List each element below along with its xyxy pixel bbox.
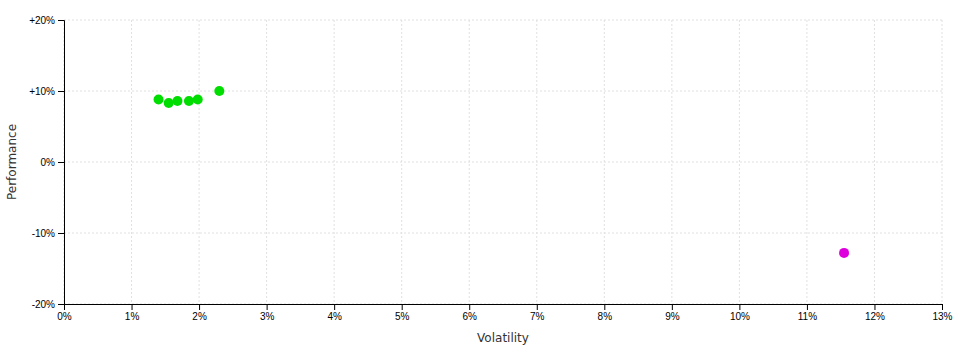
x-tick: 6% bbox=[463, 304, 478, 322]
grid-line-y bbox=[64, 162, 942, 163]
y-tick-mark bbox=[58, 162, 64, 163]
x-tick-label: 0% bbox=[57, 311, 72, 322]
point bbox=[184, 96, 194, 106]
x-axis: 0% 1% 2% 3% 4% 5% 6% 7% 8% 9% 10% 11% 12% 13% bbox=[57, 304, 952, 322]
x-tick-label: 5% bbox=[395, 311, 410, 322]
x-tick-label: 11% bbox=[798, 311, 817, 322]
x-tick: 8% bbox=[598, 304, 613, 322]
x-tick: 5% bbox=[395, 304, 410, 322]
y-tick-label: -20% bbox=[32, 299, 55, 310]
x-tick-mark bbox=[469, 304, 470, 310]
x-tick-mark bbox=[132, 304, 133, 310]
x-tick: 13% bbox=[932, 304, 952, 322]
x-tick-label: 6% bbox=[463, 311, 478, 322]
grid-line-y bbox=[64, 233, 942, 234]
y-axis: -20% -10% 0% +10% +20% bbox=[29, 15, 64, 310]
x-tick-label: 8% bbox=[598, 311, 613, 322]
grid bbox=[64, 20, 942, 304]
chart: 0% 1% 2% 3% 4% 5% 6% 7% 8% 9% 10% 11% 12% 13% -20% -10%… bbox=[0, 0, 966, 350]
x-tick-mark bbox=[267, 304, 268, 310]
series bbox=[839, 248, 849, 258]
y-tick-label: +20% bbox=[29, 15, 55, 26]
x-tick-mark bbox=[402, 304, 403, 310]
x-tick-label: 2% bbox=[192, 311, 207, 322]
x-tick: 11% bbox=[798, 304, 817, 322]
x-tick-label: 9% bbox=[665, 311, 680, 322]
y-tick-mark bbox=[58, 20, 64, 21]
x-tick-label: 13% bbox=[932, 311, 952, 322]
x-tick: 2% bbox=[192, 304, 207, 322]
point bbox=[172, 96, 182, 106]
grid-line-x bbox=[266, 20, 267, 304]
grid-line-x bbox=[739, 20, 740, 304]
y-axis-title: Performance bbox=[5, 124, 19, 200]
plot-area: 0% 1% 2% 3% 4% 5% 6% 7% 8% 9% 10% 11% 12% 13% -20% -10%… bbox=[29, 15, 952, 322]
y-tick-mark bbox=[58, 233, 64, 234]
y-axis-line bbox=[58, 21, 65, 305]
x-tick-mark bbox=[807, 304, 808, 310]
y-tick: 0% bbox=[41, 157, 64, 168]
y-tick-mark bbox=[58, 304, 64, 305]
x-tick-label: 12% bbox=[865, 311, 885, 322]
marks bbox=[154, 86, 850, 258]
x-tick-mark bbox=[942, 304, 943, 310]
x-tick-mark bbox=[672, 304, 673, 310]
x-tick: 7% bbox=[530, 304, 545, 322]
y-tick: +10% bbox=[29, 86, 64, 97]
x-tick: 9% bbox=[665, 304, 680, 322]
x-tick-label: 4% bbox=[327, 311, 342, 322]
x-tick: 4% bbox=[327, 304, 342, 322]
point bbox=[154, 95, 164, 105]
grid-line-x bbox=[806, 20, 807, 304]
point bbox=[164, 98, 174, 108]
y-tick: +20% bbox=[29, 15, 64, 26]
x-axis-title: Volatility bbox=[477, 331, 529, 345]
x-tick-mark bbox=[537, 304, 538, 310]
grid-line-y bbox=[64, 91, 942, 92]
y-tick-label: 0% bbox=[41, 157, 56, 168]
grid-line-y bbox=[64, 20, 942, 21]
point bbox=[214, 86, 224, 96]
grid-line-x bbox=[199, 20, 200, 304]
grid-line-x bbox=[131, 20, 132, 304]
series bbox=[154, 86, 225, 108]
grid-line-x bbox=[874, 20, 875, 304]
x-tick-mark bbox=[199, 304, 200, 310]
x-tick-label: 7% bbox=[530, 311, 545, 322]
x-tick: 1% bbox=[125, 304, 140, 322]
x-tick: 10% bbox=[730, 304, 750, 322]
point bbox=[839, 248, 849, 258]
x-tick: 0% bbox=[57, 304, 72, 322]
y-tick-mark bbox=[58, 91, 64, 92]
y-tick-label: +10% bbox=[29, 86, 55, 97]
x-tick-mark bbox=[604, 304, 605, 310]
x-tick-mark bbox=[334, 304, 335, 310]
point bbox=[193, 95, 203, 105]
y-tick-label: -10% bbox=[32, 228, 55, 239]
x-tick-label: 3% bbox=[260, 311, 275, 322]
x-tick-mark bbox=[874, 304, 875, 310]
x-axis-line bbox=[65, 305, 943, 311]
x-tick-label: 1% bbox=[125, 311, 140, 322]
y-tick: -20% bbox=[32, 299, 64, 310]
x-tick: 3% bbox=[260, 304, 275, 322]
x-tick-label: 10% bbox=[730, 311, 750, 322]
y-tick: -10% bbox=[32, 228, 64, 239]
x-tick-mark bbox=[739, 304, 740, 310]
x-tick: 12% bbox=[865, 304, 885, 322]
